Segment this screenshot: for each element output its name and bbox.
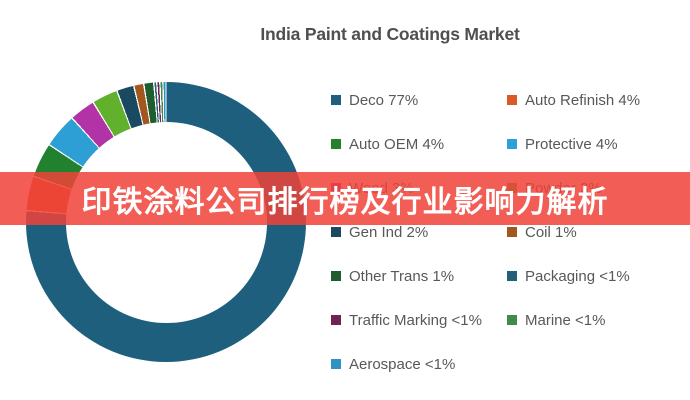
legend-item-traffic-marking: Traffic Marking <1% xyxy=(331,312,507,329)
overlay-banner-text: 印铁涂料公司排行榜及行业影响力解析 xyxy=(81,185,609,219)
legend-item-gen-ind: Gen Ind 2% xyxy=(331,224,507,241)
legend-item-marine: Marine <1% xyxy=(507,312,640,329)
legend-label: Other Trans 1% xyxy=(349,267,455,285)
legend-label: Gen Ind 2% xyxy=(349,223,429,241)
legend-label: Marine <1% xyxy=(525,311,606,329)
legend-swatch-icon xyxy=(331,271,341,281)
legend-label: Coil 1% xyxy=(525,223,577,241)
legend-label: Auto OEM 4% xyxy=(349,135,445,153)
legend-item-aerospace: Aerospace <1% xyxy=(331,356,507,373)
legend-item-packaging: Packaging <1% xyxy=(507,268,640,285)
legend-swatch-icon xyxy=(331,359,341,369)
legend-label: Auto Refinish 4% xyxy=(525,91,641,109)
legend-swatch-icon xyxy=(507,315,517,325)
overlay-banner: 印铁涂料公司排行榜及行业影响力解析 xyxy=(0,172,690,225)
legend-label: Deco 77% xyxy=(349,91,419,109)
legend-item-coil: Coil 1% xyxy=(507,224,640,241)
chart-title: India Paint and Coatings Market xyxy=(260,24,520,44)
legend-swatch-icon xyxy=(507,271,517,281)
legend-swatch-icon xyxy=(507,227,517,237)
legend-swatch-icon xyxy=(331,315,341,325)
legend-item-deco: Deco 77% xyxy=(331,92,507,109)
legend-item-auto-oem: Auto OEM 4% xyxy=(331,136,507,153)
legend-swatch-icon xyxy=(507,139,517,149)
chart-legend: Deco 77% Auto Refinish 4% Auto OEM 4% Prote… xyxy=(331,78,640,386)
legend-label: Aerospace <1% xyxy=(349,355,456,373)
legend-label: Packaging <1% xyxy=(525,267,630,285)
legend-swatch-icon xyxy=(331,227,341,237)
legend-label: Traffic Marking <1% xyxy=(349,311,482,329)
legend-swatch-icon xyxy=(331,139,341,149)
legend-swatch-icon xyxy=(331,95,341,105)
legend-item-other-trans: Other Trans 1% xyxy=(331,268,507,285)
legend-item-protective: Protective 4% xyxy=(507,136,640,153)
legend-swatch-icon xyxy=(507,95,517,105)
legend-label: Protective 4% xyxy=(525,135,618,153)
legend-item-auto-refinish: Auto Refinish 4% xyxy=(507,92,640,109)
